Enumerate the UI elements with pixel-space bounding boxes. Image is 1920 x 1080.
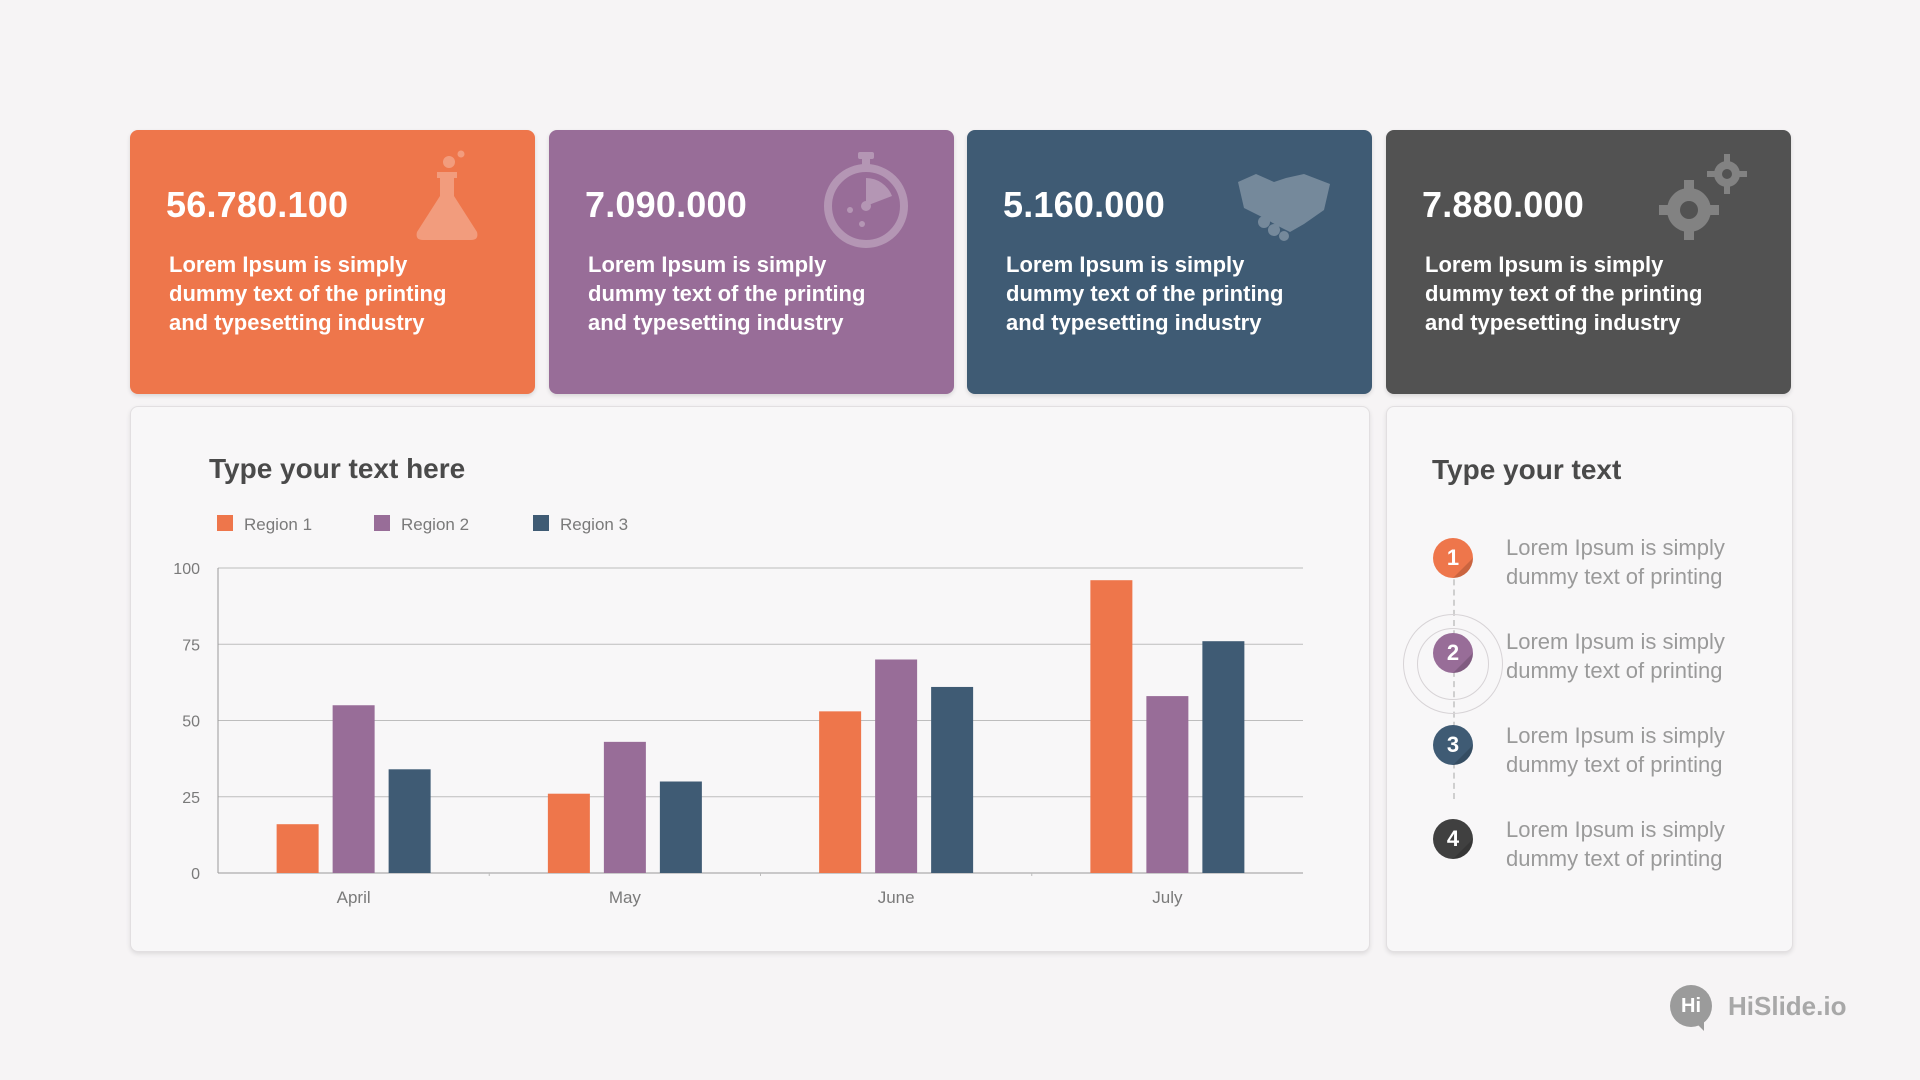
bar-region-2-april: [332, 705, 375, 873]
step-number-badge: 1: [1433, 538, 1473, 578]
stat-card-1: 56.780.100 Lorem Ipsum is simply dummy t…: [130, 130, 535, 394]
bar-region-3-may: [659, 781, 702, 873]
bar-region-1-july: [1090, 580, 1133, 873]
brand-name: HiSlide.io: [1728, 991, 1847, 1021]
bar-region-1-may: [547, 793, 590, 873]
y-tick-label: 25: [182, 790, 200, 807]
x-tick-label: May: [609, 888, 642, 907]
y-tick-label: 50: [182, 714, 200, 731]
step-text: Lorem Ipsum is simply dummy text of prin…: [1506, 535, 1725, 589]
step-item-1: 1 Lorem Ipsum is simply dummy text of pr…: [1387, 535, 1767, 608]
stat-description: Lorem Ipsum is simply dummy text of the …: [1006, 252, 1284, 335]
step-item-4: 4 Lorem Ipsum is simply dummy text of pr…: [1387, 817, 1767, 889]
x-tick-label: July: [1152, 888, 1183, 907]
step-text: Lorem Ipsum is simply dummy text of prin…: [1506, 817, 1725, 871]
step-text: Lorem Ipsum is simply dummy text of prin…: [1506, 723, 1725, 777]
y-tick-label: 75: [182, 637, 200, 654]
stat-value: 5.160.000: [1003, 184, 1165, 225]
stat-value: 7.880.000: [1422, 184, 1584, 225]
side-panel: Type your text 1 Lorem Ipsum is simply d…: [1386, 406, 1793, 952]
chart-panel: Type your text here 0 25 50 75 100 April May Ju…: [130, 406, 1370, 952]
step-item-3: 3 Lorem Ipsum is simply dummy text of pr…: [1387, 723, 1767, 795]
highlight-ring-inner: [1417, 628, 1489, 700]
x-tick-label: April: [337, 888, 371, 907]
step-item-2: 2 Lorem Ipsum is simply dummy text of pr…: [1387, 629, 1767, 703]
bar-region-2-june: [875, 659, 918, 873]
legend-swatch: [533, 515, 549, 531]
flask-icon: [416, 150, 478, 240]
legend-label: Region 1: [244, 515, 312, 534]
side-panel-title: Type your text: [1432, 454, 1622, 485]
stat-card-4: 7.880.000 Lorem Ipsum is simply dummy te…: [1386, 130, 1791, 394]
bar-region-2-july: [1146, 696, 1189, 873]
step-text: Lorem Ipsum is simply dummy text of prin…: [1506, 629, 1725, 683]
bar-region-3-april: [388, 769, 431, 873]
step-number-badge: 4: [1433, 819, 1473, 859]
y-tick-label: 0: [191, 866, 200, 883]
legend-label: Region 2: [401, 515, 469, 534]
highlight-ring-outer: [1403, 614, 1503, 714]
gears-icon: [1659, 154, 1747, 240]
bar-region-1-june: [819, 711, 862, 873]
stat-value: 56.780.100: [166, 184, 349, 225]
step-number-badge: 2: [1433, 633, 1473, 673]
stat-description: Lorem Ipsum is simply dummy text of the …: [1425, 252, 1703, 335]
legend-swatch: [374, 515, 390, 531]
legend-label: Region 3: [560, 515, 628, 534]
stat-description: Lorem Ipsum is simply dummy text of the …: [588, 252, 866, 335]
step-number-badge: 3: [1433, 725, 1473, 765]
bar-region-2-may: [603, 741, 646, 873]
stat-value: 7.090.000: [585, 184, 747, 225]
bar-region-1-april: [276, 824, 319, 873]
y-tick-label: 100: [173, 561, 200, 578]
handshake-icon: [1238, 174, 1330, 241]
legend-swatch: [217, 515, 233, 531]
x-tick-label: June: [878, 888, 915, 907]
chart-title: Type your text here: [209, 453, 466, 484]
bar-region-3-june: [931, 686, 974, 873]
bar-region-3-july: [1202, 641, 1245, 873]
stat-description: Lorem Ipsum is simply dummy text of the …: [169, 252, 447, 335]
stopwatch-icon: [824, 152, 908, 248]
stat-card-2: 7.090.000 Lorem Ipsum is simply dummy te…: [549, 130, 954, 394]
bar-chart: 0 25 50 75 100 April May June July Region 1 Region…: [173, 515, 1303, 907]
chat-bubble-icon: Hi: [1670, 985, 1712, 1027]
stat-card-3: 5.160.000 Lorem Ipsum is simply dummy te…: [967, 130, 1372, 394]
